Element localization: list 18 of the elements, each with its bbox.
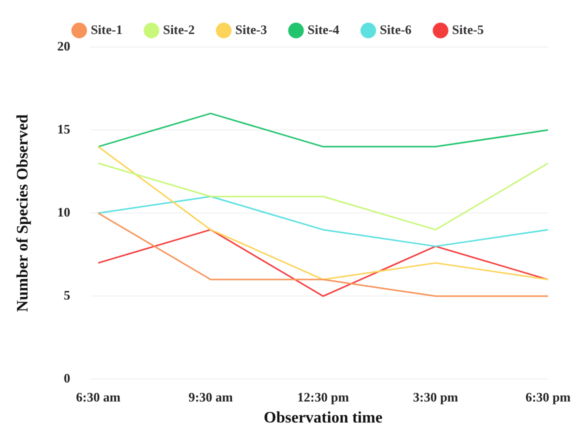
y-tick-label: 5: [64, 288, 71, 303]
x-tick-label: 12:30 pm: [297, 389, 350, 404]
x-axis-title: Observation time: [264, 410, 382, 427]
y-tick-label: 20: [57, 38, 70, 54]
y-tick-label: 15: [57, 121, 71, 136]
legend-label: Site-2: [162, 22, 195, 37]
x-tick-label: 3:30 pm: [412, 389, 458, 404]
legend-label: Site-1: [90, 22, 122, 37]
y-tick-label: 0: [64, 370, 70, 386]
legend-label: Site-5: [452, 22, 484, 37]
x-tick-label: 6:30 pm: [525, 389, 571, 404]
x-tick-label: 6:30 am: [76, 389, 121, 404]
legend-label: Site-3: [235, 22, 268, 37]
x-tick-label: 9:30 am: [188, 389, 234, 404]
y-tick-label: 10: [57, 204, 70, 220]
legend-label: Site-6: [380, 22, 412, 37]
legend-label: Site-4: [308, 22, 340, 37]
y-axis-title: Number of Species Observed: [14, 114, 32, 312]
